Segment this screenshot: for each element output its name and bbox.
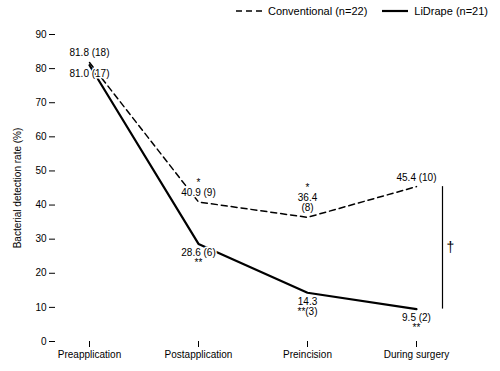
svg-text:14.3**(3): 14.3**(3) [297, 296, 317, 317]
svg-text:70: 70 [35, 97, 47, 108]
svg-text:90: 90 [35, 29, 47, 40]
svg-text:30: 30 [35, 233, 47, 244]
svg-text:45.4 (10): 45.4 (10) [396, 172, 436, 183]
svg-text:60: 60 [35, 131, 47, 142]
svg-text:Preincision: Preincision [283, 349, 332, 360]
svg-text:40: 40 [35, 199, 47, 210]
html-text:LiDrape (n=21): LiDrape (n=21) [414, 5, 488, 17]
svg-text:20: 20 [35, 267, 47, 278]
svg-text:†: † [447, 239, 455, 255]
svg-text:Preapplication: Preapplication [58, 349, 121, 360]
svg-text:During surgery: During surgery [384, 349, 450, 360]
svg-text:81.8 (18): 81.8 (18) [69, 47, 109, 58]
svg-text:*40.9 (9): *40.9 (9) [181, 177, 215, 198]
svg-text:28.6 (6)**: 28.6 (6)** [181, 247, 215, 268]
svg-text:50: 50 [35, 165, 47, 176]
svg-text:80: 80 [35, 63, 47, 74]
svg-text:0: 0 [41, 336, 47, 347]
svg-text:Postapplication: Postapplication [165, 349, 233, 360]
html-text:Conventional (n=22): Conventional (n=22) [267, 5, 368, 17]
svg-text:9.5 (2)**: 9.5 (2)** [402, 312, 431, 333]
svg-text:10: 10 [35, 302, 47, 313]
svg-text:81.0 (17): 81.0 (17) [69, 68, 109, 79]
svg-text:*36.4(8): *36.4(8) [298, 182, 318, 213]
svg-text:Bacterial detection rate (%): Bacterial detection rate (%) [12, 128, 23, 249]
